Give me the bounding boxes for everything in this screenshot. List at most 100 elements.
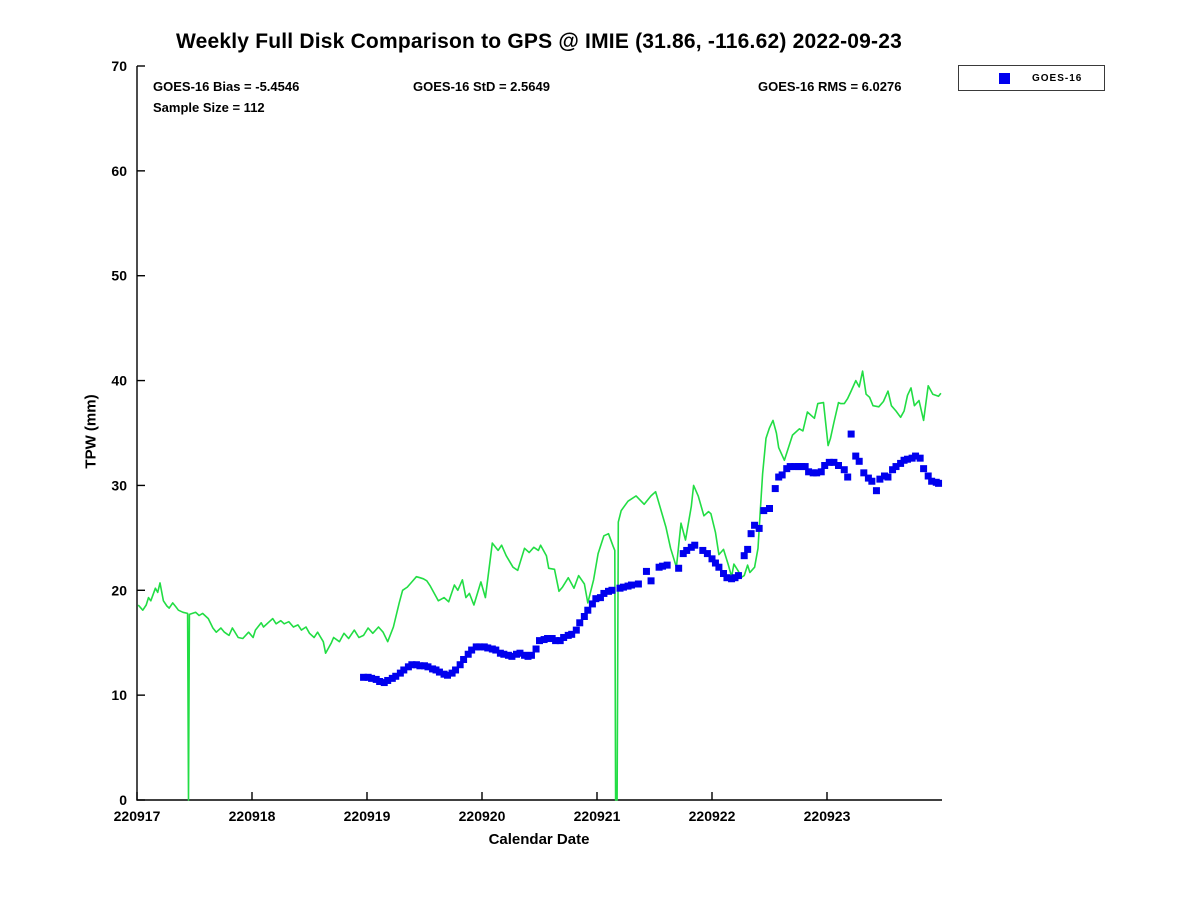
goes16-point (619, 583, 627, 591)
goes16-point (723, 574, 731, 582)
goes16-point (600, 589, 608, 597)
legend: GOES-16 (958, 65, 1105, 91)
x-tick-label: 220917 (114, 808, 161, 824)
goes16-point (766, 504, 773, 512)
goes16-point (872, 487, 880, 495)
goes16-point (711, 559, 719, 567)
goes16-point (747, 530, 755, 538)
goes16-point (516, 649, 524, 657)
x-tick-label: 220921 (574, 808, 621, 824)
goes16-point (817, 468, 825, 476)
goes16-point (634, 580, 642, 588)
goes16-point (860, 469, 868, 477)
goes16-point (840, 466, 848, 474)
goes16-point (376, 678, 384, 686)
goes16-point (847, 430, 855, 438)
goes16-point (368, 674, 376, 682)
y-tick-label: 70 (111, 58, 127, 74)
goes16-point (844, 473, 852, 481)
goes16-point (855, 457, 863, 465)
goes16-point (813, 469, 821, 477)
goes16-point (675, 564, 683, 572)
goes16-point (720, 570, 727, 578)
goes16-point (920, 465, 928, 473)
goes16-point (708, 555, 716, 563)
goes16-point (924, 472, 932, 480)
goes16-point (916, 454, 924, 462)
y-tick-label: 60 (111, 163, 127, 179)
goes16-point (460, 655, 468, 663)
goes16-point (755, 524, 763, 532)
goes16-point (699, 546, 707, 554)
goes16-point (642, 567, 650, 575)
goes16-point (892, 463, 900, 471)
goes16-point (691, 541, 699, 549)
goes16-point (904, 455, 911, 463)
goes16-point (560, 633, 568, 641)
goes16-point (935, 479, 943, 487)
goes16-point (760, 507, 768, 515)
goes16-point (771, 485, 779, 493)
x-tick-label: 220919 (344, 808, 391, 824)
chart-title: Weekly Full Disk Comparison to GPS @ IMI… (175, 30, 902, 53)
goes16-point (876, 475, 884, 483)
legend-label-goes16: GOES-16 (1032, 72, 1083, 84)
goes16-point (435, 668, 443, 676)
x-tick-label: 220922 (689, 808, 736, 824)
goes16-point (608, 586, 616, 594)
goes16-point (400, 666, 408, 674)
goes16-point (416, 662, 424, 670)
goes16-point (703, 550, 711, 558)
goes16-point (544, 635, 552, 643)
goes16-point (468, 646, 476, 654)
goes16-point (568, 630, 576, 638)
axis-spines (136, 66, 942, 801)
goes16-point (572, 626, 580, 634)
goes16-point (830, 458, 838, 466)
goes16-point (744, 545, 752, 553)
goes16-point (424, 663, 432, 671)
goes16-point (628, 581, 635, 589)
goes16-point (464, 650, 472, 658)
goes16-point (596, 594, 604, 602)
goes16-point (928, 477, 936, 485)
goes16-point (884, 473, 892, 481)
goes16-point (532, 645, 540, 653)
y-tick-label: 10 (111, 687, 127, 703)
goes16-point (647, 577, 655, 585)
goes16-point (584, 606, 592, 614)
goes16-point (476, 643, 484, 651)
goes16-point (456, 661, 464, 669)
goes16-point (452, 666, 460, 674)
goes16-point (835, 462, 842, 470)
goes16-point (778, 471, 786, 479)
goes16-point (825, 458, 833, 466)
goes16-point (552, 637, 560, 645)
x-tick-label: 220920 (459, 808, 506, 824)
goes16-point (852, 452, 860, 460)
goes16-point (576, 619, 584, 627)
goes16-point (868, 477, 876, 485)
goes16-point (588, 600, 596, 608)
y-tick-label: 50 (111, 268, 127, 284)
goes16-point (715, 563, 723, 571)
goes16-point (508, 652, 516, 660)
goes16-point (912, 452, 920, 460)
stat-rms: GOES-16 RMS = 6.0276 (758, 79, 902, 94)
goes16-point (484, 644, 492, 652)
goes16-point (663, 561, 671, 569)
goes16-point (527, 651, 535, 659)
stat-std: GOES-16 StD = 2.5649 (413, 79, 550, 94)
goes16-point (408, 661, 416, 669)
goes16-point (659, 562, 667, 570)
goes16-point (592, 595, 600, 603)
goes16-point (751, 521, 759, 529)
goes16-point (683, 546, 691, 554)
goes16-point (384, 676, 392, 684)
goes16-point (392, 672, 400, 680)
gps-line (137, 370, 942, 801)
stat-bias: GOES-16 Bias = -5.4546 (153, 79, 300, 94)
stat-sample-size: Sample Size = 112 (153, 100, 265, 115)
